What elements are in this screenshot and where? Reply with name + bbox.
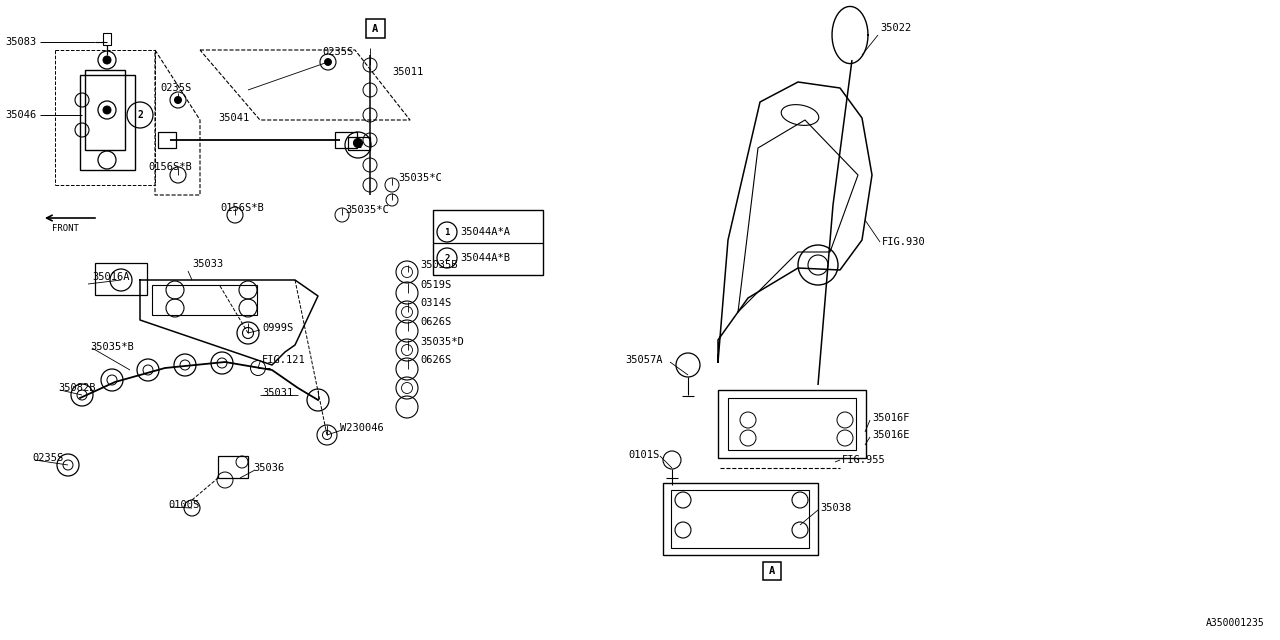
- Text: 35016F: 35016F: [872, 413, 910, 423]
- Bar: [663, 483, 818, 555]
- Bar: [102, 33, 111, 45]
- Text: 35035*B: 35035*B: [90, 342, 133, 352]
- Circle shape: [325, 58, 332, 65]
- Text: 35038: 35038: [820, 503, 851, 513]
- Circle shape: [174, 97, 182, 104]
- Bar: [157, 132, 177, 148]
- Bar: [366, 19, 385, 38]
- Bar: [433, 210, 543, 275]
- Bar: [348, 137, 370, 150]
- Text: 0519S: 0519S: [420, 280, 452, 290]
- Text: 35031: 35031: [262, 388, 293, 398]
- Circle shape: [102, 106, 111, 114]
- Text: A350001235: A350001235: [1206, 618, 1265, 628]
- Text: 0235S: 0235S: [160, 83, 191, 93]
- Bar: [81, 75, 134, 170]
- Circle shape: [102, 56, 111, 64]
- Text: 0156S*B: 0156S*B: [148, 162, 192, 172]
- Text: 1: 1: [444, 227, 449, 237]
- Bar: [335, 132, 357, 148]
- Text: 35057A: 35057A: [625, 355, 663, 365]
- Bar: [84, 70, 125, 150]
- Text: 0235S: 0235S: [32, 453, 63, 463]
- Text: A: A: [769, 566, 776, 576]
- Text: 35044A*B: 35044A*B: [460, 253, 509, 263]
- Text: 35046: 35046: [5, 110, 36, 120]
- Bar: [152, 285, 257, 315]
- Text: 0100S: 0100S: [168, 500, 200, 510]
- Text: W230046: W230046: [340, 423, 384, 433]
- Text: 0999S: 0999S: [262, 323, 293, 333]
- Text: 0101S: 0101S: [628, 450, 659, 460]
- Text: 35035*C: 35035*C: [398, 173, 442, 183]
- Text: 0314S: 0314S: [420, 298, 452, 308]
- Text: 2: 2: [444, 253, 449, 262]
- Bar: [671, 490, 809, 548]
- Bar: [728, 398, 856, 450]
- Bar: [718, 390, 867, 458]
- Text: 35036: 35036: [253, 463, 284, 473]
- Text: FIG.121: FIG.121: [262, 355, 306, 365]
- Text: 35022: 35022: [881, 23, 911, 33]
- Text: 35035*C: 35035*C: [346, 205, 389, 215]
- Text: A: A: [372, 24, 378, 34]
- Text: 35016E: 35016E: [872, 430, 910, 440]
- Text: 35082B: 35082B: [58, 383, 96, 393]
- Bar: [218, 456, 248, 478]
- Bar: [763, 562, 781, 580]
- Text: 0626S: 0626S: [420, 355, 452, 365]
- Text: FRONT: FRONT: [52, 223, 79, 232]
- Text: 35033: 35033: [192, 259, 223, 269]
- Text: 35035*D: 35035*D: [420, 337, 463, 347]
- Text: 35041: 35041: [218, 113, 250, 123]
- Text: FIG.930: FIG.930: [882, 237, 925, 247]
- Text: 35016A: 35016A: [92, 272, 129, 282]
- Text: 35044A*A: 35044A*A: [460, 227, 509, 237]
- Text: 0626S: 0626S: [420, 317, 452, 327]
- Text: 35035B: 35035B: [420, 260, 457, 270]
- Text: 35083: 35083: [5, 37, 36, 47]
- Text: 0235S: 0235S: [323, 47, 353, 57]
- Text: 2: 2: [137, 110, 143, 120]
- Text: 35011: 35011: [392, 67, 424, 77]
- Text: 0156S*B: 0156S*B: [220, 203, 264, 213]
- Circle shape: [353, 138, 362, 147]
- Text: FIG.955: FIG.955: [842, 455, 886, 465]
- Bar: [95, 263, 147, 295]
- Text: 1: 1: [355, 140, 361, 150]
